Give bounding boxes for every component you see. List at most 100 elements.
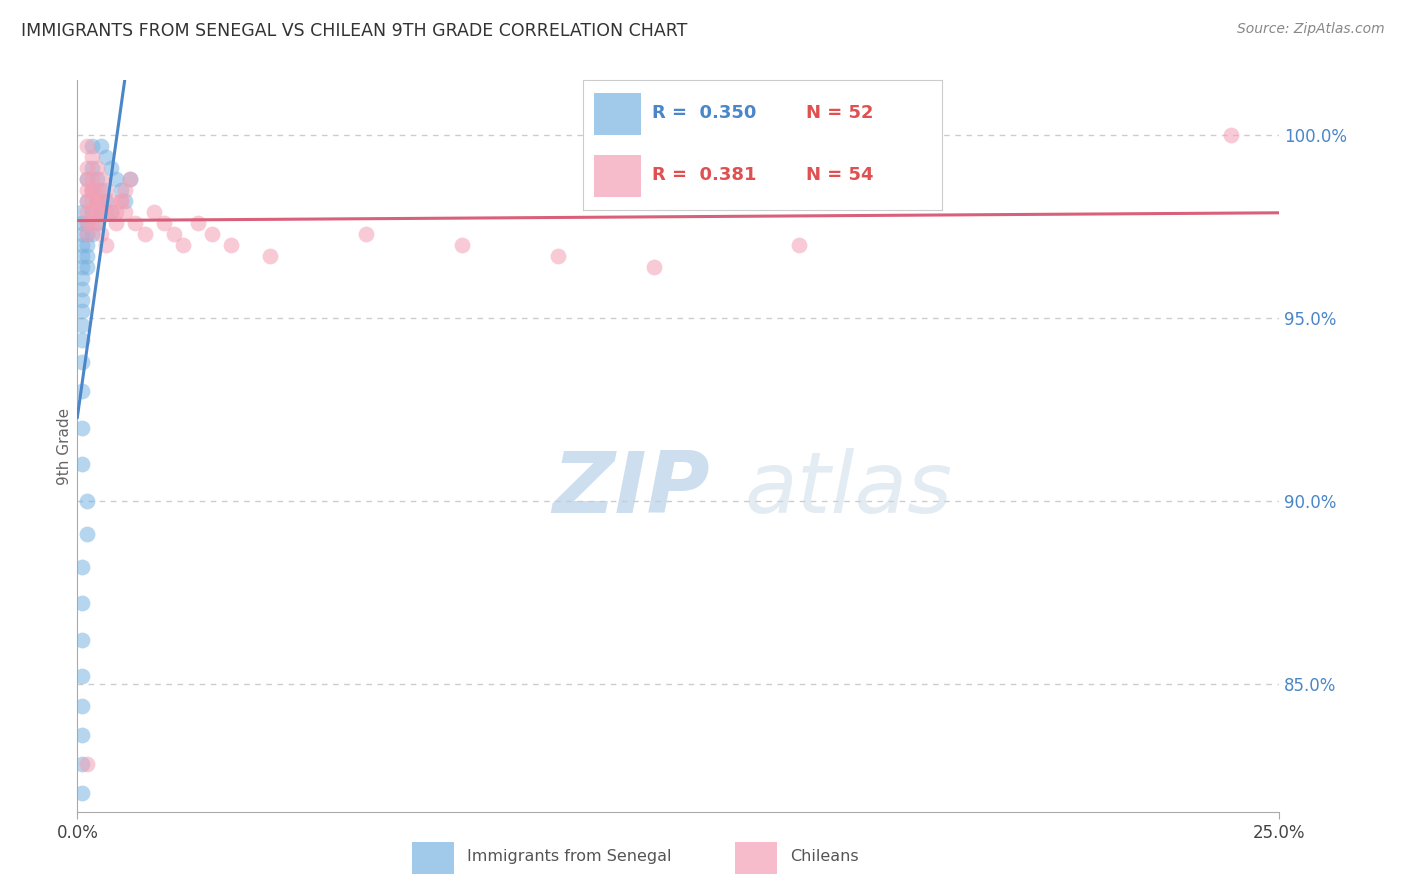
Point: [70, 293, 93, 307]
Point: [76, 227, 98, 241]
Point: [134, 227, 156, 241]
Point: [80, 150, 103, 164]
Point: [80, 139, 103, 153]
Text: R =  0.381: R = 0.381: [651, 166, 756, 185]
Point: [96, 150, 118, 164]
Point: [219, 237, 242, 252]
Point: [162, 227, 184, 241]
Text: R =  0.350: R = 0.350: [651, 104, 756, 122]
Text: Source: ZipAtlas.com: Source: ZipAtlas.com: [1237, 22, 1385, 37]
Point: [70, 698, 93, 713]
Point: [354, 227, 377, 241]
FancyBboxPatch shape: [412, 842, 454, 874]
Point: [259, 249, 281, 263]
Point: [70, 249, 93, 263]
Text: Immigrants from Senegal: Immigrants from Senegal: [467, 849, 672, 864]
Point: [76, 183, 98, 197]
Point: [70, 260, 93, 274]
Point: [110, 194, 132, 208]
Point: [172, 237, 194, 252]
Point: [76, 194, 98, 208]
Point: [76, 757, 98, 772]
Point: [143, 205, 166, 219]
Point: [70, 757, 93, 772]
Point: [76, 216, 98, 230]
Point: [80, 183, 103, 197]
Point: [70, 384, 93, 398]
Point: [110, 194, 132, 208]
Point: [104, 172, 127, 186]
Point: [110, 183, 132, 197]
Point: [90, 172, 112, 186]
Point: [70, 237, 93, 252]
Point: [547, 249, 569, 263]
Text: ZIP: ZIP: [553, 449, 710, 532]
Point: [86, 194, 108, 208]
FancyBboxPatch shape: [595, 93, 641, 135]
Point: [114, 205, 136, 219]
Point: [70, 420, 93, 434]
Point: [90, 183, 112, 197]
Point: [70, 669, 93, 683]
Point: [76, 139, 98, 153]
Point: [76, 227, 98, 241]
Point: [114, 194, 136, 208]
Point: [153, 216, 176, 230]
Point: [80, 216, 103, 230]
Point: [96, 183, 118, 197]
Point: [120, 172, 142, 186]
Point: [100, 205, 122, 219]
FancyBboxPatch shape: [595, 155, 641, 197]
Point: [76, 205, 98, 219]
Point: [70, 216, 93, 230]
Point: [86, 216, 108, 230]
Point: [201, 227, 224, 241]
Point: [70, 303, 93, 318]
Point: [86, 205, 108, 219]
Text: IMMIGRANTS FROM SENEGAL VS CHILEAN 9TH GRADE CORRELATION CHART: IMMIGRANTS FROM SENEGAL VS CHILEAN 9TH G…: [21, 22, 688, 40]
Point: [80, 205, 103, 219]
Point: [76, 249, 98, 263]
Point: [86, 172, 108, 186]
Point: [104, 205, 127, 219]
Point: [86, 183, 108, 197]
Point: [100, 194, 122, 208]
Point: [90, 205, 112, 219]
Point: [70, 205, 93, 219]
FancyBboxPatch shape: [735, 842, 778, 874]
Point: [80, 227, 103, 241]
Point: [70, 559, 93, 574]
Point: [90, 139, 112, 153]
Point: [96, 237, 118, 252]
Point: [76, 194, 98, 208]
Text: N = 54: N = 54: [806, 166, 873, 185]
Point: [76, 493, 98, 508]
Point: [187, 216, 209, 230]
Point: [70, 728, 93, 742]
Text: Chileans: Chileans: [790, 849, 859, 864]
Point: [86, 194, 108, 208]
Point: [80, 205, 103, 219]
Point: [86, 194, 108, 208]
Point: [76, 237, 98, 252]
Point: [90, 194, 112, 208]
Point: [90, 227, 112, 241]
Point: [96, 194, 118, 208]
Point: [70, 333, 93, 347]
Point: [80, 183, 103, 197]
Point: [100, 205, 122, 219]
Point: [643, 260, 665, 274]
Point: [114, 183, 136, 197]
Point: [80, 194, 103, 208]
Point: [86, 161, 108, 175]
Text: N = 52: N = 52: [806, 104, 873, 122]
Point: [80, 161, 103, 175]
Point: [1220, 128, 1243, 142]
Point: [80, 172, 103, 186]
Point: [70, 282, 93, 296]
Point: [70, 786, 93, 800]
Point: [70, 632, 93, 647]
Point: [70, 355, 93, 369]
Point: [76, 172, 98, 186]
Point: [120, 172, 142, 186]
